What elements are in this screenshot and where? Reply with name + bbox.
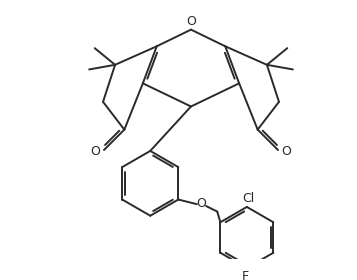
Text: Cl: Cl [242, 192, 255, 205]
Text: O: O [281, 145, 291, 158]
Text: O: O [186, 15, 196, 28]
Text: O: O [197, 197, 206, 210]
Text: O: O [91, 145, 101, 158]
Text: F: F [241, 270, 248, 280]
